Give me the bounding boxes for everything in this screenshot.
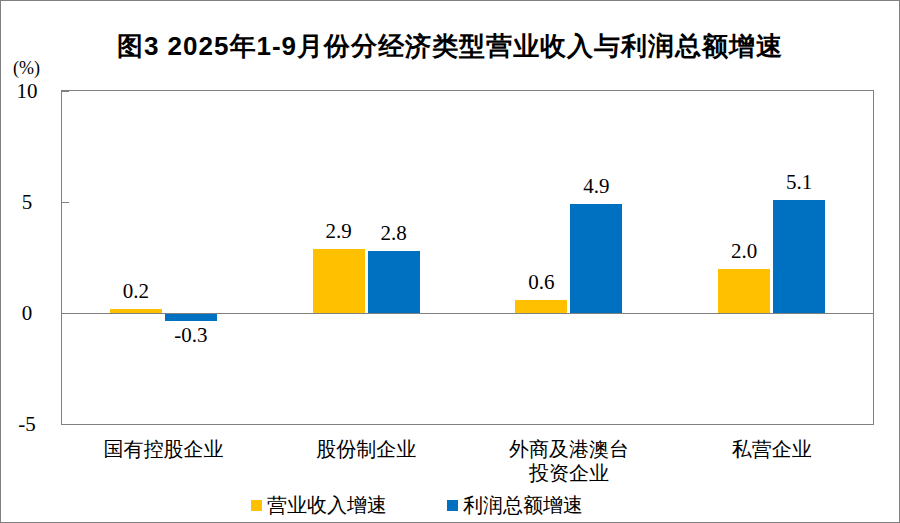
legend-item-revenue: 营业收入增速 <box>251 492 387 519</box>
x-category-label: 股份制企业 <box>276 437 456 461</box>
profit-legend-label: 利润总额增速 <box>463 492 583 519</box>
legend: 营业收入增速 利润总额增速 <box>0 493 866 517</box>
bar-value-label: 0.2 <box>94 279 178 303</box>
bar <box>368 251 420 313</box>
y-tick-mark <box>62 91 69 92</box>
y-tick-mark <box>62 424 69 425</box>
y-tick-mark <box>62 202 69 203</box>
bar-value-label: -0.3 <box>149 323 233 347</box>
bar-value-label: 4.9 <box>554 174 638 198</box>
figure: 图3 2025年1-9月份分经济类型营业收入与利润总额增速 (%) 营业收入增速… <box>0 0 900 523</box>
revenue-legend-swatch <box>251 500 262 511</box>
bar <box>110 309 162 313</box>
x-category-label: 国有控股企业 <box>73 437 253 461</box>
bar <box>165 314 217 321</box>
y-axis-unit-label: (%) <box>13 58 40 79</box>
chart-title: 图3 2025年1-9月份分经济类型营业收入与利润总额增速 <box>1 29 899 64</box>
legend-item-profit: 利润总额增速 <box>447 492 583 519</box>
y-tick-label: 0 <box>3 301 51 325</box>
bar <box>570 204 622 313</box>
bar <box>718 269 770 313</box>
bar <box>773 200 825 313</box>
y-tick-label: 10 <box>3 79 51 103</box>
y-tick-label: -5 <box>3 412 51 436</box>
bar-value-label: 2.8 <box>352 221 436 245</box>
y-tick-label: 5 <box>3 190 51 214</box>
revenue-legend-label: 营业收入增速 <box>267 492 387 519</box>
bar <box>515 300 567 313</box>
bar-value-label: 5.1 <box>757 170 841 194</box>
x-category-label: 私营企业 <box>682 437 862 461</box>
x-category-label: 外商及港澳台 投资企业 <box>479 437 659 485</box>
bar <box>313 249 365 313</box>
profit-legend-swatch <box>447 500 458 511</box>
